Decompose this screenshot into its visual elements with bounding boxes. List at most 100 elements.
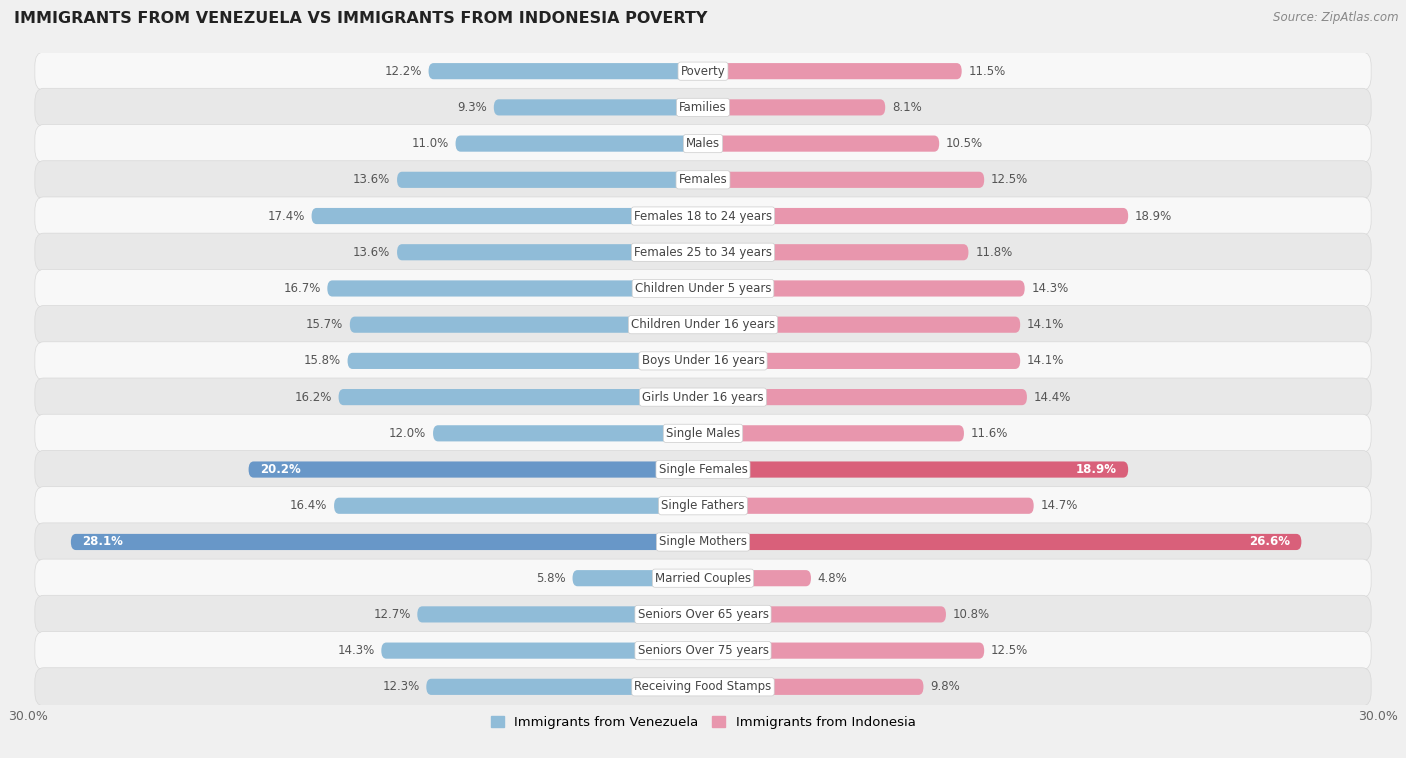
- Text: 17.4%: 17.4%: [267, 209, 305, 223]
- FancyBboxPatch shape: [70, 534, 703, 550]
- FancyBboxPatch shape: [249, 462, 703, 478]
- Text: 18.9%: 18.9%: [1076, 463, 1116, 476]
- Text: Single Mothers: Single Mothers: [659, 535, 747, 549]
- Text: 12.5%: 12.5%: [991, 644, 1028, 657]
- FancyBboxPatch shape: [396, 244, 703, 260]
- Text: Source: ZipAtlas.com: Source: ZipAtlas.com: [1274, 11, 1399, 24]
- Text: 12.5%: 12.5%: [991, 174, 1028, 186]
- FancyBboxPatch shape: [35, 631, 1371, 670]
- Text: 8.1%: 8.1%: [891, 101, 922, 114]
- FancyBboxPatch shape: [381, 643, 703, 659]
- FancyBboxPatch shape: [703, 99, 886, 115]
- Text: IMMIGRANTS FROM VENEZUELA VS IMMIGRANTS FROM INDONESIA POVERTY: IMMIGRANTS FROM VENEZUELA VS IMMIGRANTS …: [14, 11, 707, 27]
- Text: 16.4%: 16.4%: [290, 500, 328, 512]
- FancyBboxPatch shape: [456, 136, 703, 152]
- FancyBboxPatch shape: [35, 233, 1371, 271]
- FancyBboxPatch shape: [703, 425, 965, 441]
- FancyBboxPatch shape: [703, 317, 1021, 333]
- Text: Females 25 to 34 years: Females 25 to 34 years: [634, 246, 772, 258]
- Text: Families: Families: [679, 101, 727, 114]
- FancyBboxPatch shape: [572, 570, 703, 586]
- Text: Females: Females: [679, 174, 727, 186]
- FancyBboxPatch shape: [35, 559, 1371, 597]
- Text: Children Under 16 years: Children Under 16 years: [631, 318, 775, 331]
- Text: Single Females: Single Females: [658, 463, 748, 476]
- FancyBboxPatch shape: [494, 99, 703, 115]
- Text: 14.1%: 14.1%: [1026, 318, 1064, 331]
- Text: 13.6%: 13.6%: [353, 174, 391, 186]
- FancyBboxPatch shape: [35, 88, 1371, 127]
- FancyBboxPatch shape: [703, 389, 1026, 406]
- Text: Males: Males: [686, 137, 720, 150]
- FancyBboxPatch shape: [703, 678, 924, 695]
- FancyBboxPatch shape: [339, 389, 703, 406]
- FancyBboxPatch shape: [35, 595, 1371, 634]
- FancyBboxPatch shape: [703, 280, 1025, 296]
- Text: Single Fathers: Single Fathers: [661, 500, 745, 512]
- FancyBboxPatch shape: [35, 161, 1371, 199]
- FancyBboxPatch shape: [35, 52, 1371, 90]
- Text: 11.5%: 11.5%: [969, 64, 1005, 77]
- Text: 14.4%: 14.4%: [1033, 390, 1071, 403]
- Text: 12.0%: 12.0%: [389, 427, 426, 440]
- Text: Seniors Over 65 years: Seniors Over 65 years: [637, 608, 769, 621]
- FancyBboxPatch shape: [35, 124, 1371, 163]
- Text: 14.3%: 14.3%: [337, 644, 374, 657]
- Text: Boys Under 16 years: Boys Under 16 years: [641, 355, 765, 368]
- Text: 10.8%: 10.8%: [953, 608, 990, 621]
- Text: 12.2%: 12.2%: [384, 64, 422, 77]
- Text: 28.1%: 28.1%: [82, 535, 122, 549]
- FancyBboxPatch shape: [396, 172, 703, 188]
- FancyBboxPatch shape: [703, 352, 1021, 369]
- FancyBboxPatch shape: [35, 414, 1371, 453]
- FancyBboxPatch shape: [703, 244, 969, 260]
- FancyBboxPatch shape: [426, 678, 703, 695]
- FancyBboxPatch shape: [35, 197, 1371, 235]
- FancyBboxPatch shape: [703, 208, 1128, 224]
- FancyBboxPatch shape: [703, 606, 946, 622]
- FancyBboxPatch shape: [347, 352, 703, 369]
- Text: 18.9%: 18.9%: [1135, 209, 1173, 223]
- FancyBboxPatch shape: [429, 63, 703, 80]
- FancyBboxPatch shape: [335, 498, 703, 514]
- Text: 5.8%: 5.8%: [536, 572, 565, 584]
- FancyBboxPatch shape: [433, 425, 703, 441]
- FancyBboxPatch shape: [35, 342, 1371, 380]
- Text: 11.6%: 11.6%: [970, 427, 1008, 440]
- Text: Children Under 5 years: Children Under 5 years: [634, 282, 772, 295]
- Text: 4.8%: 4.8%: [818, 572, 848, 584]
- FancyBboxPatch shape: [35, 378, 1371, 416]
- Text: 14.7%: 14.7%: [1040, 500, 1078, 512]
- FancyBboxPatch shape: [328, 280, 703, 296]
- FancyBboxPatch shape: [350, 317, 703, 333]
- Text: Single Males: Single Males: [666, 427, 740, 440]
- Text: Receiving Food Stamps: Receiving Food Stamps: [634, 681, 772, 694]
- Text: Married Couples: Married Couples: [655, 572, 751, 584]
- Text: 11.0%: 11.0%: [412, 137, 449, 150]
- Text: 14.1%: 14.1%: [1026, 355, 1064, 368]
- FancyBboxPatch shape: [35, 269, 1371, 308]
- FancyBboxPatch shape: [703, 172, 984, 188]
- FancyBboxPatch shape: [35, 668, 1371, 706]
- Text: Poverty: Poverty: [681, 64, 725, 77]
- Text: 26.6%: 26.6%: [1249, 535, 1291, 549]
- Text: 9.8%: 9.8%: [931, 681, 960, 694]
- Text: 10.5%: 10.5%: [946, 137, 983, 150]
- Text: Seniors Over 75 years: Seniors Over 75 years: [637, 644, 769, 657]
- FancyBboxPatch shape: [703, 570, 811, 586]
- FancyBboxPatch shape: [703, 498, 1033, 514]
- FancyBboxPatch shape: [35, 305, 1371, 344]
- FancyBboxPatch shape: [703, 63, 962, 80]
- Text: 12.3%: 12.3%: [382, 681, 419, 694]
- FancyBboxPatch shape: [35, 523, 1371, 561]
- Text: 11.8%: 11.8%: [976, 246, 1012, 258]
- Text: 15.7%: 15.7%: [307, 318, 343, 331]
- Text: 13.6%: 13.6%: [353, 246, 391, 258]
- Text: Girls Under 16 years: Girls Under 16 years: [643, 390, 763, 403]
- FancyBboxPatch shape: [703, 136, 939, 152]
- FancyBboxPatch shape: [35, 450, 1371, 489]
- Text: 16.2%: 16.2%: [294, 390, 332, 403]
- Text: 20.2%: 20.2%: [260, 463, 301, 476]
- Text: 14.3%: 14.3%: [1032, 282, 1069, 295]
- Text: 16.7%: 16.7%: [283, 282, 321, 295]
